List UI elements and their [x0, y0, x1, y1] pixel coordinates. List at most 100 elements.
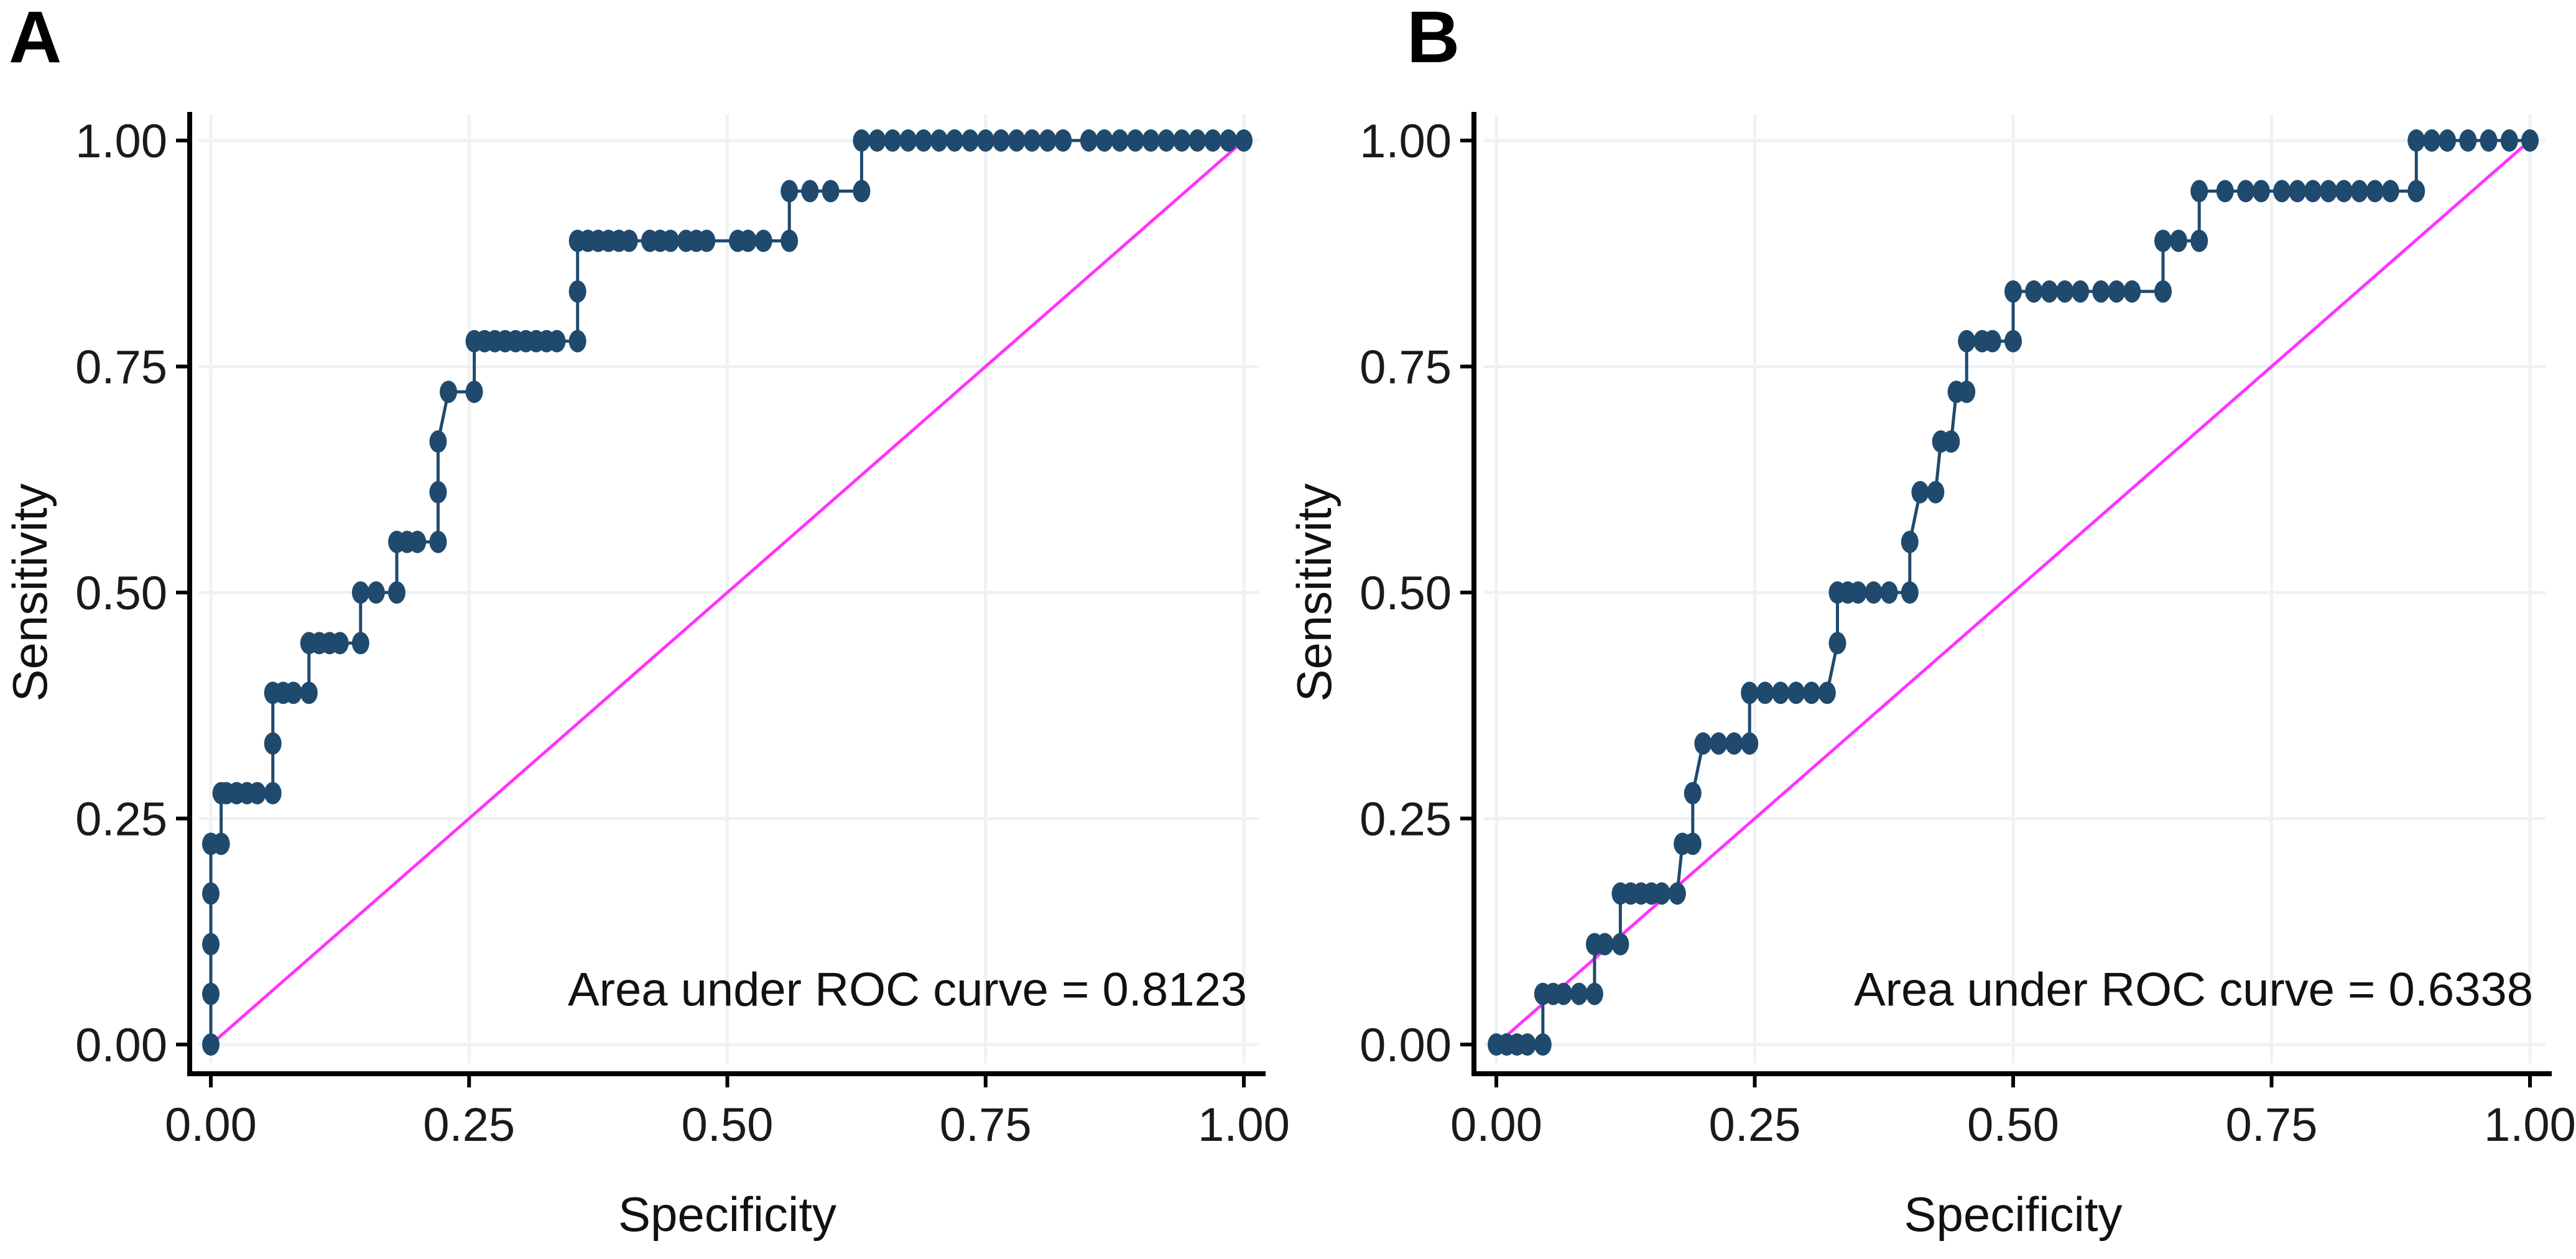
roc-point [899, 129, 917, 152]
roc-point [2092, 280, 2110, 303]
roc-point [1668, 882, 1686, 905]
roc-point [1080, 129, 1098, 152]
roc-point [212, 832, 230, 855]
roc-point [1911, 481, 1929, 504]
x-tick-label: 0.00 [1450, 1099, 1542, 1151]
roc-point [1865, 581, 1883, 604]
roc-point [2319, 180, 2337, 203]
roc-point [284, 681, 302, 704]
roc-point [1802, 681, 1820, 704]
roc-point [465, 380, 483, 404]
roc-point [2056, 280, 2074, 303]
roc-point [1880, 581, 1898, 604]
roc-point [2108, 280, 2126, 303]
roc-point [1942, 430, 1960, 453]
roc-point [1725, 732, 1743, 755]
roc-point [409, 530, 427, 553]
x-tick-label: 1.00 [2484, 1099, 2576, 1151]
roc-point [2190, 180, 2208, 203]
y-tick-label: 0.50 [1360, 567, 1452, 620]
roc-point [1534, 1033, 1552, 1056]
roc-curve-a [202, 129, 1253, 1056]
roc-point [2500, 129, 2518, 152]
roc-point [1983, 330, 2001, 353]
auc-annotation: Area under ROC curve = 0.6338 [1854, 963, 2533, 1016]
roc-panel-a: A 0.00 0.25 0.50 0.75 1.00 0.00 0.25 0.5… [2, 0, 1290, 1242]
roc-point [2154, 280, 2172, 303]
roc-point [853, 129, 871, 152]
roc-point [1901, 530, 1919, 553]
axes-b [1460, 112, 2552, 1087]
roc-point [2381, 180, 2399, 203]
y-tick-label: 0.75 [1360, 341, 1452, 394]
x-tick-label: 0.25 [1709, 1099, 1801, 1151]
roc-point [1095, 129, 1113, 152]
roc-point [2004, 330, 2022, 353]
roc-point [620, 229, 638, 252]
roc-point [2252, 180, 2270, 203]
roc-point [1570, 982, 1588, 1005]
roc-point [1787, 681, 1805, 704]
roc-point [1157, 129, 1175, 152]
roc-point [1694, 732, 1712, 755]
roc-point [1958, 330, 1976, 353]
roc-point [2407, 129, 2425, 152]
roc-point [1054, 129, 1072, 152]
auc-annotation: Area under ROC curve = 0.8123 [568, 963, 1247, 1016]
roc-point [429, 481, 447, 504]
roc-point [930, 129, 948, 152]
roc-point [1204, 129, 1222, 152]
roc-point [1818, 681, 1836, 704]
roc-point [2366, 180, 2384, 203]
roc-point [2423, 129, 2441, 152]
roc-point [1901, 581, 1919, 604]
roc-point [1126, 129, 1144, 152]
roc-point [739, 229, 757, 252]
roc-point [202, 933, 220, 956]
roc-point [264, 782, 282, 805]
y-tick-label: 0.75 [75, 341, 167, 394]
roc-point [351, 581, 369, 604]
y-tick-label: 0.00 [1360, 1019, 1452, 1072]
roc-point [1142, 129, 1160, 152]
roc-point [822, 180, 840, 203]
roc-point [1611, 933, 1629, 956]
roc-point [1555, 982, 1573, 1005]
roc-point [976, 129, 994, 152]
roc-point [1741, 681, 1759, 704]
roc-point [2521, 129, 2539, 152]
roc-point [915, 129, 933, 152]
x-axis-title: Specificity [618, 1187, 836, 1242]
y-tick-label: 0.50 [75, 567, 167, 620]
panel-letter-a: A [9, 0, 62, 78]
x-tick-label: 0.25 [423, 1099, 515, 1151]
y-tick-label: 0.25 [1360, 793, 1452, 846]
roc-point [429, 430, 447, 453]
roc-point [1710, 732, 1728, 755]
roc-point [202, 1033, 220, 1056]
roc-point [264, 732, 282, 755]
roc-point [992, 129, 1010, 152]
roc-point [945, 129, 963, 152]
roc-point [1111, 129, 1129, 152]
y-tick-label: 0.00 [75, 1019, 167, 1072]
roc-point [1684, 832, 1702, 855]
x-tick-label: 0.50 [682, 1099, 774, 1151]
roc-point [1235, 129, 1253, 152]
roc-point [1756, 681, 1774, 704]
roc-point [331, 632, 349, 655]
grid-b [1484, 114, 2546, 1063]
roc-point [2335, 180, 2353, 203]
roc-point [754, 229, 772, 252]
roc-point [1958, 380, 1976, 404]
y-axis-title: Sensitivity [2, 483, 57, 701]
roc-point [1039, 129, 1057, 152]
roc-point [1023, 129, 1041, 152]
roc-point [868, 129, 886, 152]
roc-point [1596, 933, 1614, 956]
roc-point [801, 180, 819, 203]
roc-point [202, 882, 220, 905]
axes-a [176, 112, 1266, 1087]
roc-point [2289, 180, 2307, 203]
